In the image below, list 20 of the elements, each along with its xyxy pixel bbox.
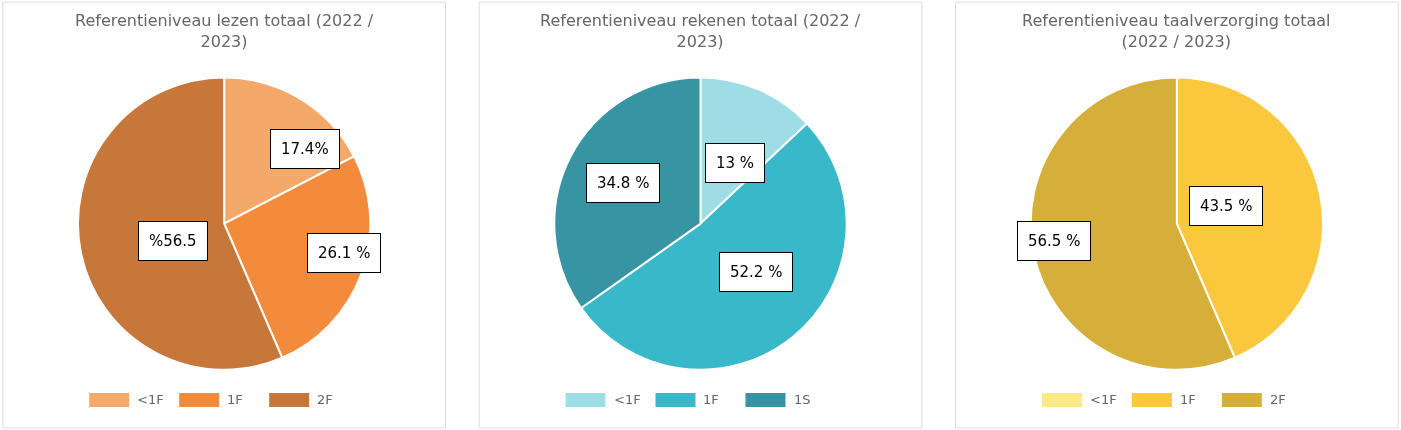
data-label: 56.5 %: [1028, 232, 1081, 250]
legend-label: 1F: [227, 392, 243, 407]
legend-label: 2F: [1270, 392, 1286, 407]
chart-title: Referentieniveau taalverzorging totaal (2022 / 2023): [1022, 11, 1331, 51]
legend-label: 1S: [794, 392, 811, 407]
legend-label: 1F: [703, 392, 719, 407]
data-label: 17.4%: [281, 140, 329, 158]
data-label: 13 %: [716, 154, 755, 172]
legend-label: <1F: [1090, 392, 1117, 407]
chart-title: Referentieniveau lezen totaal (2022 / 2023): [75, 11, 374, 51]
chart-title: Referentieniveau rekenen totaal (2022 / 2023): [540, 11, 861, 51]
data-label: 26.1 %: [318, 244, 371, 262]
data-label: 34.8 %: [597, 174, 650, 192]
legend-label: <1F: [614, 392, 641, 407]
legend-label: 2F: [317, 392, 333, 407]
data-label: %56.5: [149, 232, 197, 250]
legend-label: <1F: [137, 392, 164, 407]
legend-label: 1F: [1180, 392, 1196, 407]
data-label: 52.2 %: [730, 263, 783, 281]
data-label: 43.5 %: [1200, 197, 1253, 215]
